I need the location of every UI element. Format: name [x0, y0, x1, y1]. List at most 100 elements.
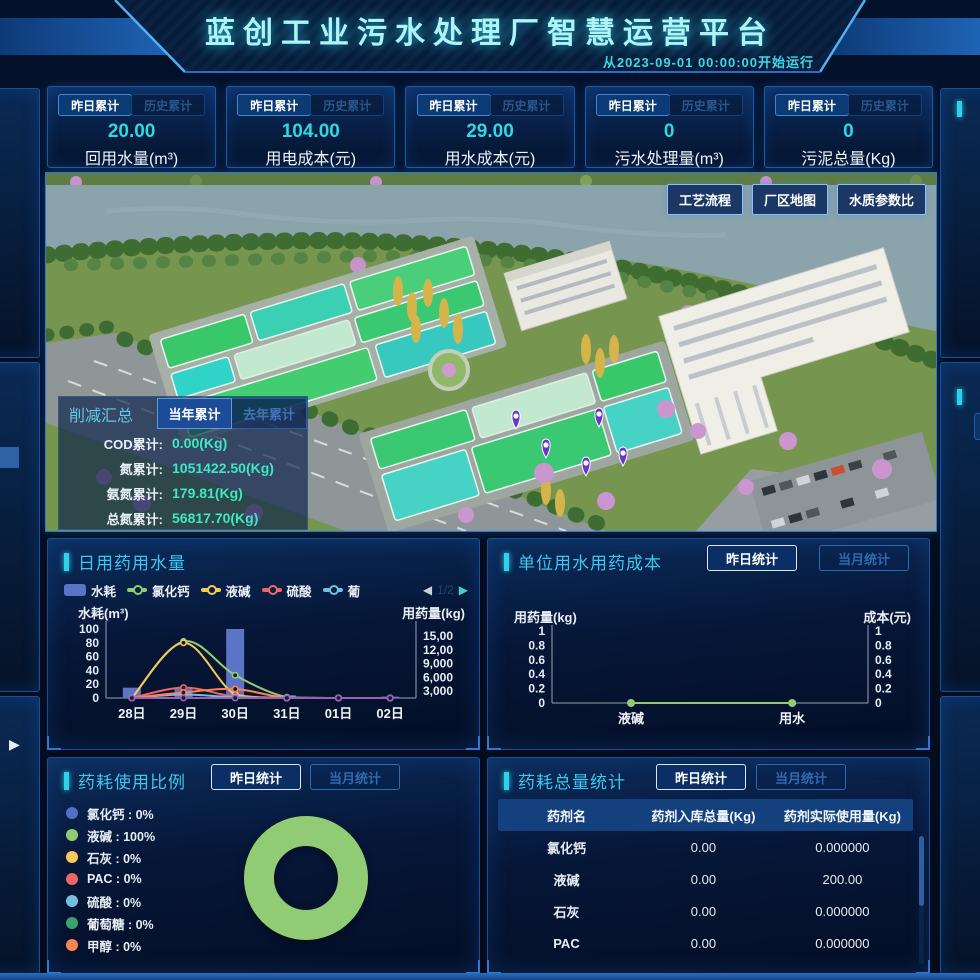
cell-actual-usage: 0.000000: [815, 839, 870, 855]
pie-legend-dot: [66, 917, 78, 929]
plant-3d-view: 工艺流程 厂区地图 水质参数比 削减汇总 当年累计 去年累计 COD累计: 0.0…: [45, 172, 937, 532]
pie-legend-dot: [66, 807, 78, 819]
tab-yesterday-total[interactable]: 昨日累计: [237, 94, 312, 116]
tab-month-stats[interactable]: 当月统计: [819, 545, 909, 571]
svg-text:80: 80: [86, 636, 100, 650]
table-row[interactable]: 石灰 0.00 0.000000: [498, 895, 913, 927]
tab-last-year-total[interactable]: 去年累计: [232, 398, 307, 429]
tab-month-stats[interactable]: 当月统计: [310, 764, 400, 790]
run-since-text: 从2023-09-01 00:00:00开始运行: [602, 55, 814, 70]
water-quality-compare-button[interactable]: 水质参数比: [836, 184, 926, 215]
legend-item-1[interactable]: 氯化钙: [127, 581, 190, 600]
panel-chemical-usage-ratio: 药耗使用比例 昨日统计 当月统计 氯化钙 : 0% 液碱 : 100% 石灰 : 0…: [47, 757, 480, 974]
svg-text:0.8: 0.8: [875, 638, 892, 652]
cell-inbound-total: 0.00: [690, 935, 717, 951]
tab-yesterday-total[interactable]: 昨日累计: [595, 94, 670, 116]
table-row[interactable]: 氯化钙 0.00 0.000000: [498, 831, 913, 863]
stat-card-sewage-volume: 昨日累计 历史累计 0 污水处理量(m³): [584, 86, 754, 168]
stat-card-sludge-total: 昨日累计 历史累计 0 污泥总量(Kg): [763, 86, 934, 168]
legend-item-0[interactable]: 水耗: [64, 581, 116, 600]
svg-text:100: 100: [79, 622, 99, 636]
svg-text:0.4: 0.4: [875, 667, 892, 681]
stat-cards-row: 昨日累计 历史累计 20.00 回用水量(m³) 昨日累计 历史累计 104.00 …: [47, 86, 934, 168]
nitrogen-total-value: 1051422.50(Kg): [172, 460, 274, 476]
process-flow-button[interactable]: 工艺流程: [666, 184, 743, 215]
svg-text:0: 0: [92, 691, 99, 705]
chart-legend: 水耗 氯化钙 液碱 硫酸葡 ◀ 1/2 ▶: [64, 579, 468, 601]
legend-prev-icon[interactable]: ◀: [422, 583, 433, 597]
pie-legend-dot: [66, 851, 78, 863]
svg-text:60: 60: [86, 650, 100, 664]
view-buttons: 工艺流程 厂区地图 水质参数比: [666, 184, 926, 215]
title-accent-bar: [64, 771, 69, 790]
title-accent-bar: [957, 389, 962, 405]
table-body: 氯化钙 0.00 0.000000 液碱 0.00 200.00 石灰 0.00 0.00000…: [498, 831, 913, 959]
tab-history-total[interactable]: 历史累计: [847, 94, 922, 116]
tab-yesterday-stats[interactable]: 昨日统计: [656, 764, 746, 790]
tab-history-total[interactable]: 历史累计: [668, 94, 743, 116]
tab-yesterday-stats[interactable]: 昨日统计: [211, 764, 301, 790]
expand-arrow-icon[interactable]: ▶: [9, 736, 20, 752]
tab-history-total[interactable]: 历史累计: [310, 94, 385, 116]
tab-yesterday-total[interactable]: 昨日累计: [58, 94, 133, 116]
table-row[interactable]: PAC 0.00 0.000000: [498, 927, 913, 959]
title-accent-bar: [64, 552, 69, 571]
panel-daily-chemical-water-usage: 日用药用水量 水耗 氯化钙 液碱 硫酸葡 ◀ 1/2 ▶ 水耗(m³) 用药量(kg) 10…: [47, 538, 480, 750]
table-scrollbar[interactable]: [919, 836, 924, 964]
pie-legend-item-1[interactable]: 液碱 : 100%: [66, 824, 155, 846]
panel-unit-water-chemical-cost: 单位用水用药成本 昨日统计 当月统计 用药量(kg) 成本(元) 1 0.8 0.6…: [487, 538, 930, 750]
usage-ratio-donut-chart: [244, 816, 368, 940]
table-row[interactable]: 液碱 0.00 200.00: [498, 863, 913, 895]
pie-legend-dot: [66, 873, 78, 885]
ammonia-total-value: 179.81(Kg): [172, 485, 243, 501]
plant-map-button[interactable]: 厂区地图: [751, 184, 828, 215]
tab-history-total[interactable]: 历史累计: [131, 94, 206, 116]
cell-chemical-name: 氯化钙: [546, 840, 586, 856]
pie-legend-item-0[interactable]: 氯化钙 : 0%: [66, 802, 155, 824]
left-axis-name: 水耗(m³): [78, 606, 129, 621]
pie-legend-item-5[interactable]: 葡萄糖 : 0%: [66, 912, 155, 934]
left-clipped-panel-middle: 标准|: [0, 362, 40, 692]
cell-actual-usage: 0.000000: [815, 935, 870, 951]
tab-current-year-total[interactable]: 当年累计: [157, 398, 232, 429]
pie-legend-dot: [66, 829, 78, 841]
legend-next-icon[interactable]: ▶: [458, 583, 468, 597]
pie-legend-item-4[interactable]: 硫酸 : 0%: [66, 890, 155, 912]
bottom-accent-bar: [0, 973, 980, 980]
legend-swatch: [261, 585, 282, 595]
tab-yesterday-total[interactable]: 昨日累计: [774, 94, 849, 116]
title-accent-bar: [504, 552, 509, 571]
reduction-summary-panel: 削减汇总 当年累计 去年累计 COD累计: 0.00(Kg) 氮累计: 105142…: [58, 396, 308, 530]
svg-text:40: 40: [86, 663, 100, 677]
stat-value: 20.00: [107, 121, 156, 142]
svg-text:0.2: 0.2: [875, 682, 892, 696]
right-clipped-panel-bottom: [940, 696, 980, 974]
col-chemical-name: 药剂名: [546, 808, 586, 824]
legend-item-4[interactable]: 葡: [322, 581, 360, 600]
tab-month-stats[interactable]: 当月统计: [756, 764, 846, 790]
tab-yesterday-stats[interactable]: 昨日统计: [707, 545, 797, 571]
cod-total-label: COD累计:: [103, 436, 163, 452]
page-title: 蓝创工业污水处理厂智慧运营平台: [205, 17, 775, 50]
clipped-button[interactable]: [974, 413, 980, 440]
poplar-trees: [393, 276, 619, 517]
pie-legend-item-6[interactable]: 甲醇 : 0%: [66, 934, 155, 956]
stat-card-electric-cost: 昨日累计 历史累计 104.00 用电成本(元): [226, 86, 396, 168]
legend-item-2[interactable]: 液碱: [200, 581, 251, 600]
map-pins: [511, 407, 628, 477]
panel-title: 日用药用水量: [78, 554, 186, 573]
legend-item-3[interactable]: 硫酸: [261, 581, 312, 600]
pie-legend-item-3[interactable]: PAC : 0%: [66, 868, 155, 890]
panel-title: 药耗使用比例: [78, 773, 186, 792]
left-clipped-panel-bottom: ▶: [0, 696, 40, 974]
panel-title: 单位用水用药成本: [518, 554, 662, 573]
tab-history-total[interactable]: 历史累计: [489, 94, 564, 116]
pie-legend-item-2[interactable]: 石灰 : 0%: [66, 846, 155, 868]
stat-card-water-cost: 昨日累计 历史累计 29.00 用水成本(元): [405, 86, 575, 168]
clipped-standard-row: 标准|: [0, 447, 19, 468]
tab-yesterday-total[interactable]: 昨日累计: [416, 94, 491, 116]
legend-swatch: [127, 585, 148, 595]
svg-text:3,000: 3,000: [423, 684, 453, 698]
